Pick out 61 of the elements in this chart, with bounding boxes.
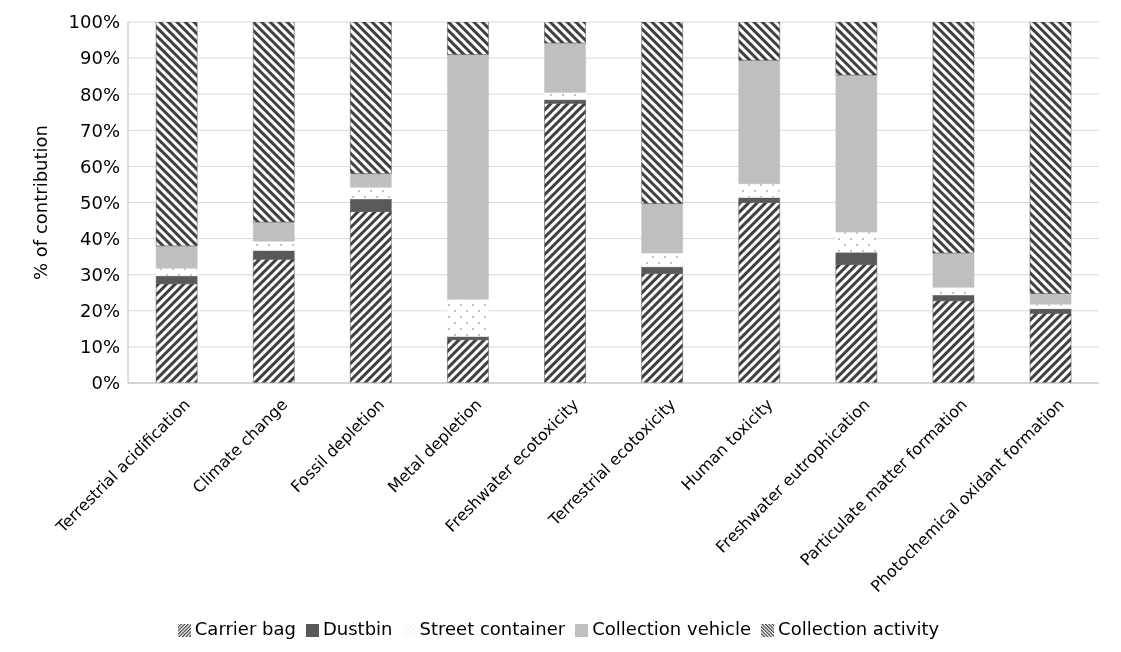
bar [544, 42, 586, 93]
bar [738, 197, 781, 203]
bar [835, 231, 878, 253]
y-tick-label: 30% [79, 264, 120, 286]
bar [932, 300, 975, 383]
bar [544, 102, 586, 383]
legend-label: Collection vehicle [592, 618, 752, 639]
bar [253, 258, 295, 383]
y-tick-label: 50% [79, 191, 120, 213]
bar [1029, 293, 1072, 305]
bar [447, 339, 489, 383]
bar [1029, 22, 1072, 294]
bar [835, 22, 878, 76]
bar [932, 22, 975, 254]
y-axis-title: % of contribution [30, 125, 52, 280]
bar [1029, 313, 1072, 383]
bar [932, 252, 975, 288]
legend-label: Dustbin [322, 618, 393, 639]
bar [932, 287, 975, 296]
bar [155, 22, 198, 247]
y-tick-label: 80% [79, 83, 120, 105]
y-tick-label: 10% [79, 336, 120, 358]
bar [1029, 308, 1072, 314]
bar [738, 60, 781, 184]
bar [253, 22, 295, 223]
bar [350, 198, 392, 212]
bar [544, 99, 586, 104]
y-tick-label: 0% [91, 372, 120, 394]
bar [641, 266, 683, 274]
bar [447, 22, 489, 55]
y-tick-label: 100% [68, 11, 120, 33]
bar [738, 183, 781, 198]
bar [641, 203, 683, 254]
bar [155, 275, 198, 284]
bar [835, 74, 878, 233]
y-tick-label: 40% [79, 227, 120, 249]
bar [738, 202, 781, 383]
bar [350, 173, 392, 188]
bar [835, 252, 878, 265]
bar [641, 273, 683, 383]
y-tick-label: 20% [79, 300, 120, 322]
legend-label: Carrier bag [194, 618, 296, 639]
legend-label: Street container [419, 618, 566, 639]
bar [350, 211, 392, 383]
bar [544, 22, 586, 44]
bar [350, 22, 392, 174]
y-tick-label: 90% [79, 47, 120, 69]
bar [738, 22, 781, 61]
bar [447, 299, 489, 337]
bar [641, 22, 683, 204]
y-tick-label: 70% [79, 119, 120, 141]
bar [447, 54, 489, 300]
y-tick-label: 60% [79, 155, 120, 177]
bar [253, 221, 295, 242]
bar [350, 187, 392, 200]
legend-label: Collection activity [778, 618, 940, 639]
bar [835, 264, 878, 383]
bar [253, 250, 295, 260]
bar [155, 245, 198, 269]
bar [155, 283, 198, 383]
bar [544, 92, 586, 100]
